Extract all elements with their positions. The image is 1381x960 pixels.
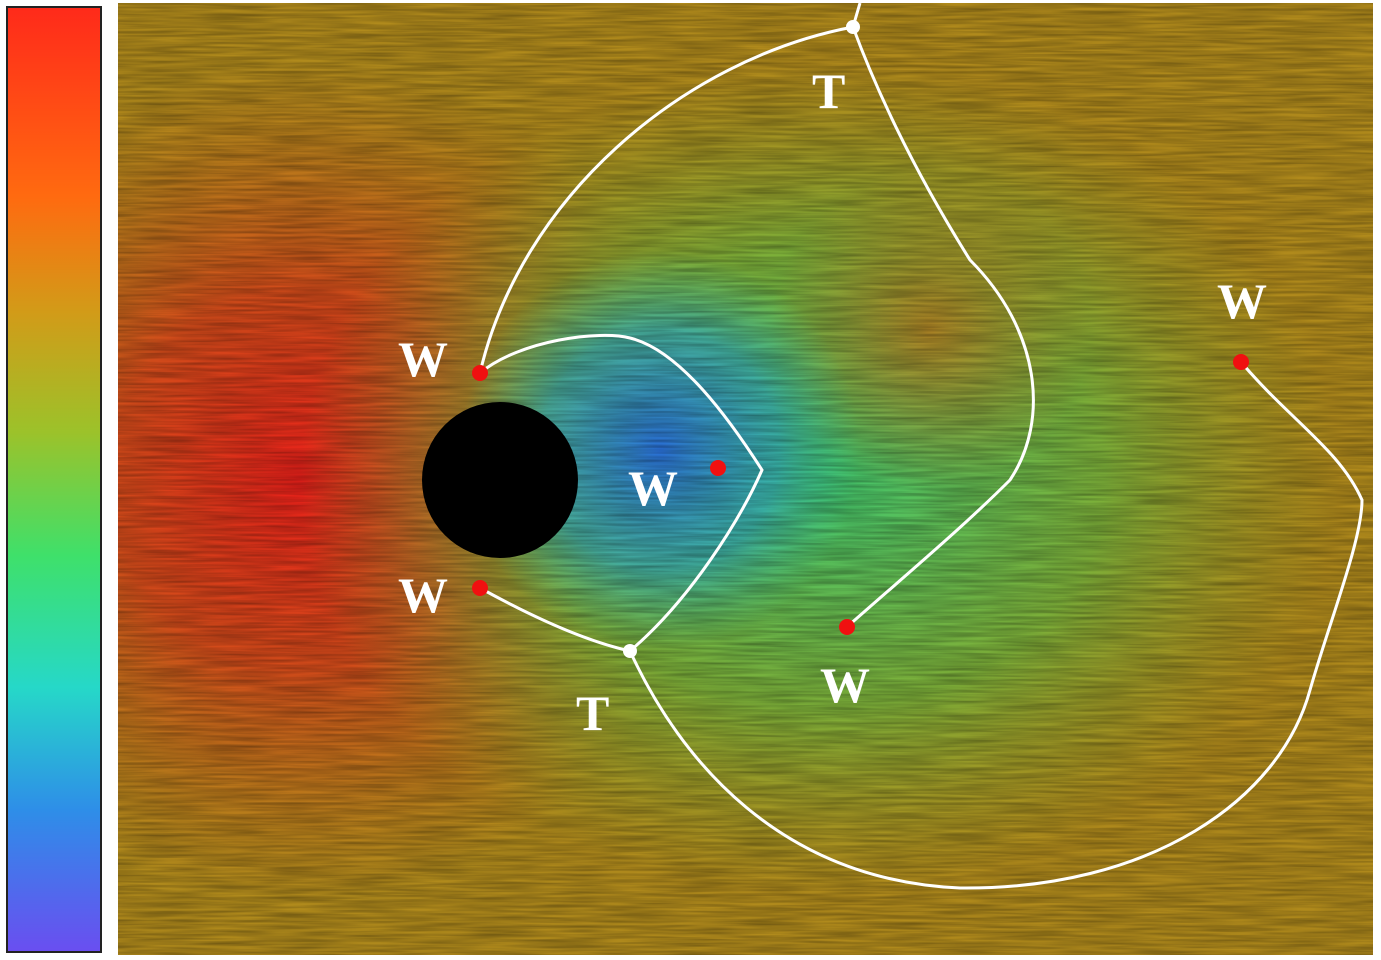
wedge-label: W <box>1217 273 1267 329</box>
flow-visualization: W W W W W T T <box>0 0 1381 955</box>
wedge-label: W <box>820 657 870 713</box>
trisector-label: T <box>576 685 609 741</box>
wedge-label: W <box>398 331 448 387</box>
wedge-label: W <box>628 460 678 516</box>
wedge-label: W <box>398 567 448 623</box>
cylinder <box>422 402 578 558</box>
trisector-label: T <box>812 63 845 119</box>
colorbar <box>7 7 101 952</box>
field <box>118 3 1373 955</box>
